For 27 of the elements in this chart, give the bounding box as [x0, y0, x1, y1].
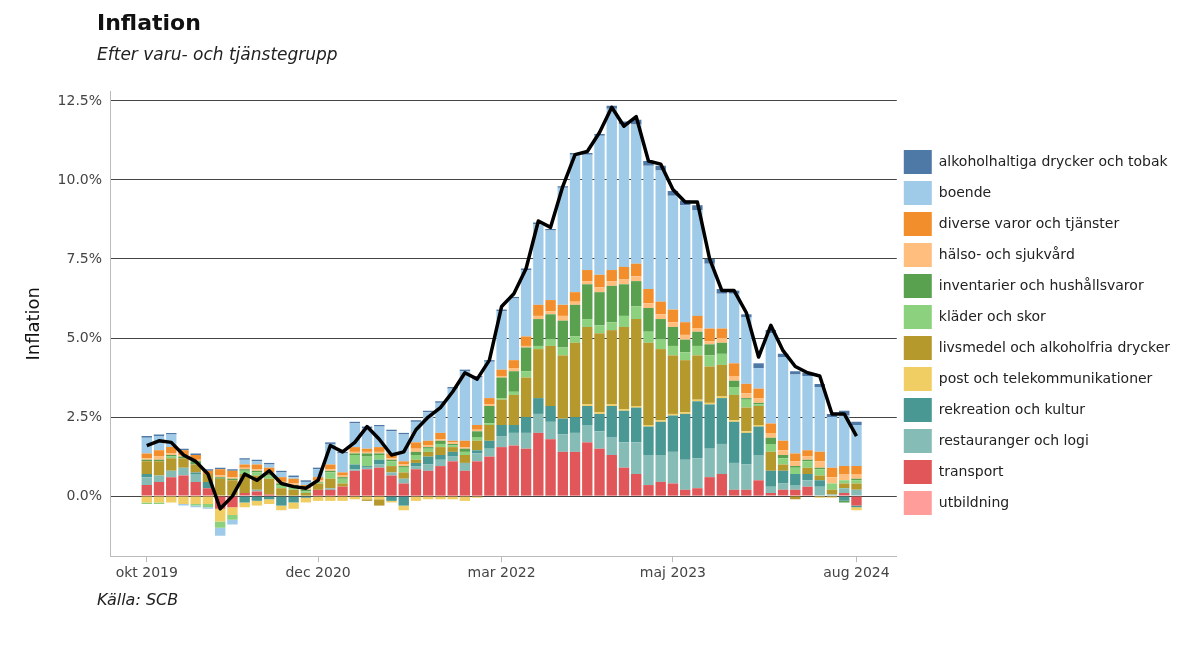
- legend-label: transport: [938, 462, 1004, 479]
- x-tick-label: dec 2020: [285, 564, 351, 581]
- text: Källa: SCB: [97, 590, 179, 609]
- legend-label: diverse varor och tjänster: [938, 214, 1120, 231]
- x-tick-label: mar 2022: [467, 564, 536, 581]
- x-tick-label: aug 2024: [823, 564, 890, 581]
- y-axis-title: Inflation: [22, 287, 44, 361]
- legend-label: alkoholhaltiga drycker och tobak: [938, 152, 1169, 169]
- y-tick-label: 10.0%: [57, 170, 103, 187]
- legend-label: utbildning: [938, 493, 1010, 510]
- y-tick-label: 2.5%: [66, 407, 103, 424]
- x-tick-label: okt 2019: [115, 564, 178, 581]
- legend-label: hälso- och sjukvård: [938, 245, 1075, 262]
- legend-label: livsmedel och alkoholfria drycker: [938, 338, 1171, 355]
- legend-label: post och telekommunikationer: [938, 369, 1153, 386]
- legend-label: restauranger och logi: [938, 431, 1089, 448]
- legend-label: kläder och skor: [938, 307, 1047, 324]
- legend-label: rekreation och kultur: [938, 400, 1086, 417]
- y-tick-label: 7.5%: [66, 249, 103, 266]
- legend-label: boende: [938, 183, 992, 200]
- legend-label: inventarier och hushållsvaror: [938, 276, 1144, 293]
- chart-subtitle: Efter varu- och tjänstegrupp: [97, 44, 338, 64]
- x-tick-label: maj 2023: [639, 564, 707, 581]
- y-tick-label: 12.5%: [57, 91, 103, 108]
- y-tick-label: 5.0%: [66, 328, 103, 345]
- y-tick-label: 0.0%: [66, 486, 103, 503]
- chart-title: Inflation: [97, 10, 201, 35]
